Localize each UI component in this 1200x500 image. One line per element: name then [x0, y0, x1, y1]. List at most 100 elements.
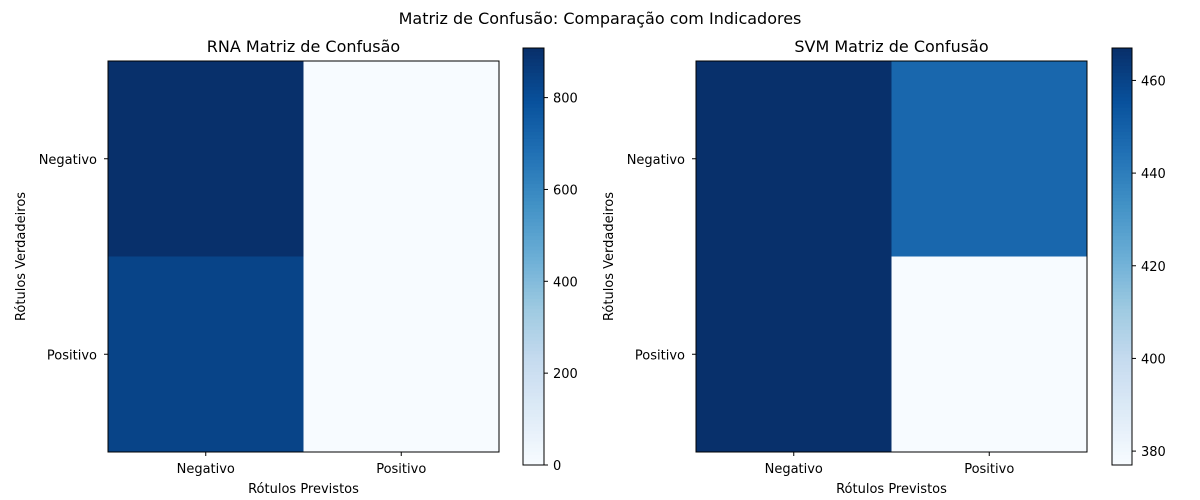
colorbar-segment	[1112, 458, 1132, 463]
colorbar-tick-label: 400	[553, 275, 578, 290]
colorbar-segment	[523, 100, 544, 105]
colorbar-segment	[1112, 48, 1132, 53]
colorbar-segment	[523, 214, 544, 219]
colorbar-segment	[523, 173, 544, 178]
colorbar-segment	[1112, 322, 1132, 327]
colorbar-segment	[1112, 242, 1132, 247]
colorbar-segment	[523, 454, 544, 459]
colorbar-segment	[523, 221, 544, 226]
colorbar-segment	[1112, 152, 1132, 157]
colorbar-segment	[1112, 259, 1132, 265]
colorbar-frame	[522, 47, 545, 466]
colorbar-tick-label: 420	[1141, 260, 1166, 275]
svm-confusion-matrix-panel: SVM Matriz de Confusão Negativo Positivo Ne…	[602, 37, 1166, 497]
colorbar-segment	[523, 270, 544, 275]
colorbar-segment	[523, 461, 544, 466]
colorbar-tick-label: 200	[553, 367, 578, 382]
colorbar-tick-label: 400	[1141, 352, 1166, 367]
colorbar-tick-label: 800	[553, 92, 578, 107]
colorbar-segment	[1112, 131, 1132, 136]
colorbar-segment	[1112, 298, 1132, 303]
colorbar-segment	[523, 339, 544, 344]
colorbar-segment	[1112, 141, 1132, 146]
colorbar-segment	[1112, 284, 1132, 289]
colorbar-segment	[523, 93, 544, 98]
colorbar-segment	[1112, 86, 1132, 91]
colorbar-segment	[1112, 461, 1132, 466]
y-tick-label: Positivo	[47, 348, 97, 363]
colorbar-segment	[523, 169, 544, 174]
colorbar-segment	[1112, 176, 1132, 181]
colorbar-segment	[523, 235, 544, 240]
colorbar-segment	[523, 259, 544, 265]
colorbar-segment	[523, 103, 544, 108]
colorbar-segment	[523, 183, 544, 188]
colorbar-segment	[523, 58, 544, 63]
colorbar-segment	[1112, 346, 1132, 351]
colorbar-segment	[1112, 433, 1132, 438]
colorbar-segment	[1112, 103, 1132, 108]
colorbar-segment	[523, 402, 544, 407]
colorbar-segment	[1112, 197, 1132, 202]
heatmap-cell-positivo-positivo	[891, 256, 1088, 453]
colorbar-segment	[1112, 412, 1132, 417]
colorbar-segment	[523, 190, 544, 195]
colorbar-segment	[1112, 166, 1132, 171]
colorbar-segment	[523, 96, 544, 101]
x-axis-label: Rótulos Previstos	[248, 482, 359, 497]
colorbar-tick-label: 380	[1141, 445, 1166, 460]
colorbar-segment	[523, 166, 544, 171]
colorbar-segment	[523, 75, 544, 80]
colorbar-segment	[523, 86, 544, 91]
colorbar-segment	[1112, 339, 1132, 344]
colorbar-segment	[1112, 211, 1132, 216]
colorbar-segment	[523, 204, 544, 209]
colorbar-segment	[1112, 360, 1132, 365]
colorbar-segment	[523, 444, 544, 449]
colorbar-segment	[1112, 207, 1132, 212]
colorbar-segment	[1112, 371, 1132, 376]
colorbar-segment	[523, 89, 544, 94]
colorbar-segment	[523, 447, 544, 452]
colorbar-segment	[1112, 451, 1132, 456]
colorbar-tick-label: 600	[553, 183, 578, 198]
colorbar-segment	[523, 107, 544, 112]
colorbar-segment	[1112, 398, 1132, 404]
x-axis-label: Rótulos Previstos	[836, 482, 947, 497]
colorbar-segment	[523, 162, 544, 167]
colorbar-segment	[523, 61, 544, 66]
colorbar-segment	[1112, 437, 1132, 442]
colorbar-segment	[1112, 72, 1132, 77]
colorbar-segment	[523, 232, 544, 237]
colorbar-segment	[1112, 357, 1132, 362]
colorbar-segment	[523, 273, 544, 278]
colorbar-segment	[1112, 204, 1132, 209]
colorbar-segment	[523, 430, 544, 435]
colorbar-segment	[1112, 291, 1132, 296]
colorbar-segment	[523, 378, 544, 383]
colorbar-segment	[523, 298, 544, 303]
colorbar-segment	[523, 301, 544, 306]
colorbar-segment	[1112, 426, 1132, 431]
colorbar-segment	[1112, 423, 1132, 428]
colorbar-segment	[523, 440, 544, 445]
axes-frame	[695, 60, 1088, 453]
colorbar-segment	[1112, 270, 1132, 275]
colorbar-segment	[1112, 256, 1132, 261]
colorbar-segment	[1112, 263, 1132, 268]
colorbar-segment	[1112, 68, 1132, 73]
colorbar-segment	[523, 367, 544, 372]
colorbar-segment	[1112, 430, 1132, 435]
colorbar-segment	[1112, 148, 1132, 153]
colorbar-segment	[523, 65, 544, 70]
colorbar-segment	[1112, 221, 1132, 226]
colorbar-segment	[1112, 253, 1132, 258]
colorbar-segment	[523, 374, 544, 379]
colorbar-segment	[523, 51, 544, 56]
colorbar-segment	[523, 322, 544, 327]
colorbar-segment	[523, 312, 544, 317]
chart-title: SVM Matriz de Confusão	[794, 37, 988, 56]
colorbar-segment	[1112, 308, 1132, 313]
colorbar-segment	[1112, 89, 1132, 94]
colorbar-segment	[1112, 315, 1132, 320]
